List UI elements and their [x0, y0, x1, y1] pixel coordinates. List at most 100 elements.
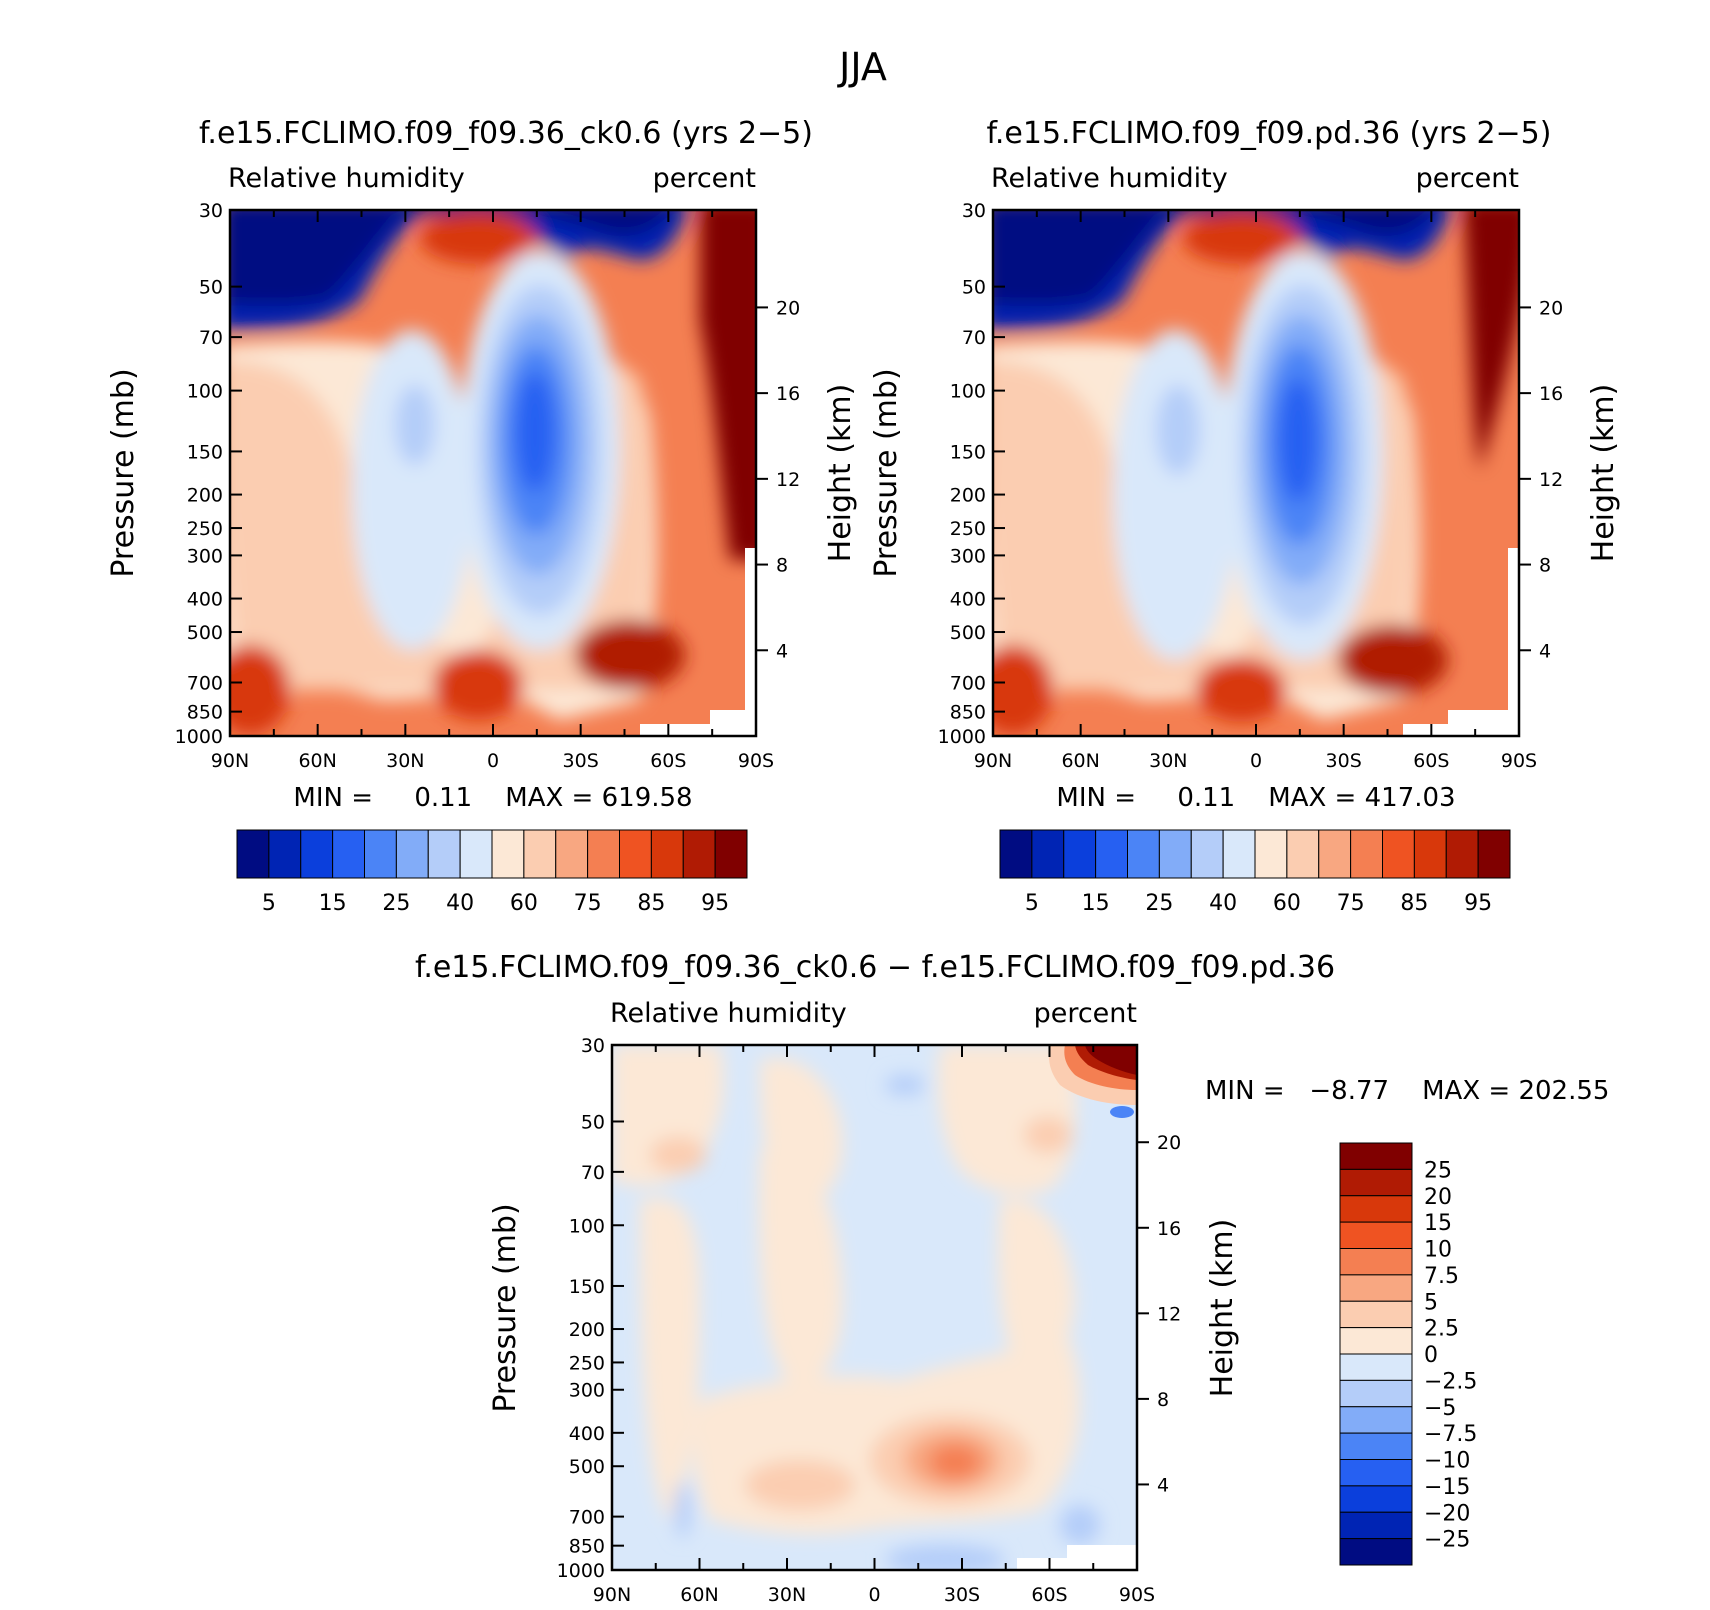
- colorbar-swatch: [1339, 1538, 1413, 1566]
- colorbar-swatch: [1339, 1248, 1413, 1276]
- colorbar-swatch: [1339, 1459, 1413, 1487]
- panel-a-equator-moist: [433, 650, 523, 720]
- y-tick-label: 100: [569, 1215, 605, 1237]
- y-right-tick-label: 4: [776, 640, 788, 662]
- panel-b-polar-saturated: [1463, 210, 1519, 470]
- colorbar-swatch: [999, 829, 1033, 879]
- y-tick-label: 200: [569, 1319, 605, 1341]
- y-tick-label: 150: [950, 441, 986, 463]
- x-tick-label: 90S: [1501, 750, 1537, 772]
- colorbar-swatch: [1031, 829, 1065, 879]
- colorbar-label: 20: [1424, 1185, 1452, 1210]
- colorbar-swatch: [1350, 829, 1383, 879]
- y-right-tick-label: 20: [1157, 1132, 1181, 1154]
- colorbar-label: −10: [1424, 1449, 1470, 1474]
- colorbar-swatch: [682, 829, 716, 879]
- y-tick-label: 500: [950, 622, 986, 644]
- colorbar-label: 85: [1400, 891, 1428, 916]
- panel-b-missing-region-3: [1508, 548, 1519, 736]
- panel-a-ylabel-right: Height (km): [823, 384, 858, 563]
- colorbar-swatch: [587, 829, 620, 879]
- panel-b-blue-right-4: [1278, 378, 1318, 502]
- x-tick-label: 60S: [1413, 750, 1449, 772]
- colorbar-swatch: [1339, 1195, 1413, 1223]
- y-tick-label: 1000: [175, 726, 223, 748]
- colorbar-label: 5: [1424, 1290, 1438, 1315]
- y-right-tick-label: 16: [1539, 383, 1563, 405]
- panel-c-contours: [612, 1045, 1100, 1570]
- panel-b-units-label: percent: [1416, 163, 1519, 194]
- colorbar-swatch: [1339, 1406, 1413, 1434]
- colorbar-swatch: [619, 829, 652, 879]
- y-tick-label: 150: [187, 441, 223, 463]
- y-tick-label: 700: [569, 1507, 605, 1529]
- panel-b-ylabel: Pressure (mb): [869, 368, 904, 577]
- y-tick-label: 850: [569, 1536, 605, 1558]
- x-tick-label: 30N: [768, 1584, 806, 1606]
- x-tick-label: 60N: [680, 1584, 718, 1606]
- colorbar-swatch: [1254, 829, 1288, 879]
- y-tick-label: 200: [950, 485, 986, 507]
- panel-a-ylabel: Pressure (mb): [106, 368, 141, 577]
- colorbar-swatch: [1095, 829, 1128, 879]
- y-tick-label: 300: [950, 545, 986, 567]
- y-right-tick-label: 8: [776, 555, 788, 577]
- panel-b-axes: 90N 60N 30N 0 30S 60S 90S 30 50 70 100 150 200 250 300…: [938, 200, 1564, 772]
- y-tick-label: 150: [569, 1276, 605, 1298]
- colorbar-label: 75: [1337, 891, 1365, 916]
- panel-a-variable-label: Relative humidity: [228, 163, 465, 194]
- colorbar-swatch: [1339, 1142, 1413, 1170]
- panel-a-stats: MIN = 0.11 MAX = 619.58: [293, 783, 692, 813]
- panel-b-blue-left-core: [1156, 385, 1200, 475]
- panel-a-southern-moist: [575, 620, 685, 690]
- panel-a-field: [230, 210, 756, 736]
- panel-a-axes: 90N 60N 30N 0 30S 60S 90S 30 50 70 100 150 200 250 300…: [175, 200, 801, 772]
- panel-c-stratospheric-positive-core: [1085, 1045, 1137, 1075]
- x-tick-label: 30S: [944, 1584, 980, 1606]
- panel-a: f.e15.FCLIMO.f09_f09.36_ck0.6 (yrs 2−5) …: [106, 116, 858, 916]
- panel-a-light-blue-left: [352, 330, 472, 650]
- y-tick-label: 500: [569, 1456, 605, 1478]
- colorbar-swatch: [1382, 829, 1415, 879]
- x-tick-label: 90N: [211, 750, 249, 772]
- x-tick-label: 90N: [974, 750, 1012, 772]
- colorbar-swatch: [1339, 1353, 1413, 1381]
- panel-a-contours: [230, 210, 756, 735]
- y-right-tick-label: 12: [1157, 1303, 1181, 1325]
- x-tick-label: 30S: [563, 750, 599, 772]
- colorbar-label: 5: [1025, 891, 1039, 916]
- panel-c-ylabel: Pressure (mb): [488, 1203, 523, 1412]
- colorbar-swatch: [1286, 829, 1320, 879]
- colorbar-label: 25: [1424, 1158, 1452, 1183]
- panel-b-ylabel-right: Height (km): [1586, 384, 1621, 563]
- colorbar-swatch: [491, 829, 525, 879]
- colorbar-swatch: [1339, 1168, 1413, 1197]
- colorbar-swatch: [1318, 829, 1352, 879]
- colorbar-swatch: [1158, 829, 1192, 879]
- colorbar-label: 7.5: [1424, 1264, 1459, 1289]
- panel-c-stats: MIN = −8.77 MAX = 202.55: [1205, 1076, 1609, 1106]
- panel-c-variable-label: Relative humidity: [610, 998, 847, 1029]
- panel-a-colorbar: 5 15 25 40 60 75 85 95: [236, 829, 748, 916]
- y-tick-label: 30: [581, 1035, 605, 1057]
- panel-b-variable-label: Relative humidity: [991, 163, 1228, 194]
- colorbar-label: 10: [1424, 1238, 1452, 1263]
- colorbar-label: 5: [262, 891, 276, 916]
- panel-c-axes: 90N 60N 30N 0 30S 60S 90S 30 50 70 100 150 200 250 300…: [557, 1035, 1182, 1606]
- colorbar-label: 15: [1424, 1211, 1452, 1236]
- x-tick-label: 90S: [738, 750, 774, 772]
- y-tick-label: 400: [950, 589, 986, 611]
- x-tick-label: 0: [868, 1584, 880, 1606]
- colorbar-swatch: [523, 829, 557, 879]
- y-tick-label: 850: [187, 702, 223, 724]
- y-tick-label: 500: [187, 622, 223, 644]
- panel-b-tropopause-moist: [1183, 212, 1299, 264]
- x-tick-label: 60S: [1031, 1584, 1067, 1606]
- colorbar-swatch: [1339, 1485, 1413, 1513]
- panel-a-blue-left-core: [395, 385, 435, 465]
- colorbar-swatch: [1339, 1511, 1413, 1540]
- colorbar-swatch: [268, 829, 302, 879]
- y-right-tick-label: 8: [1157, 1389, 1169, 1411]
- panel-b-equator-moist: [1196, 658, 1286, 722]
